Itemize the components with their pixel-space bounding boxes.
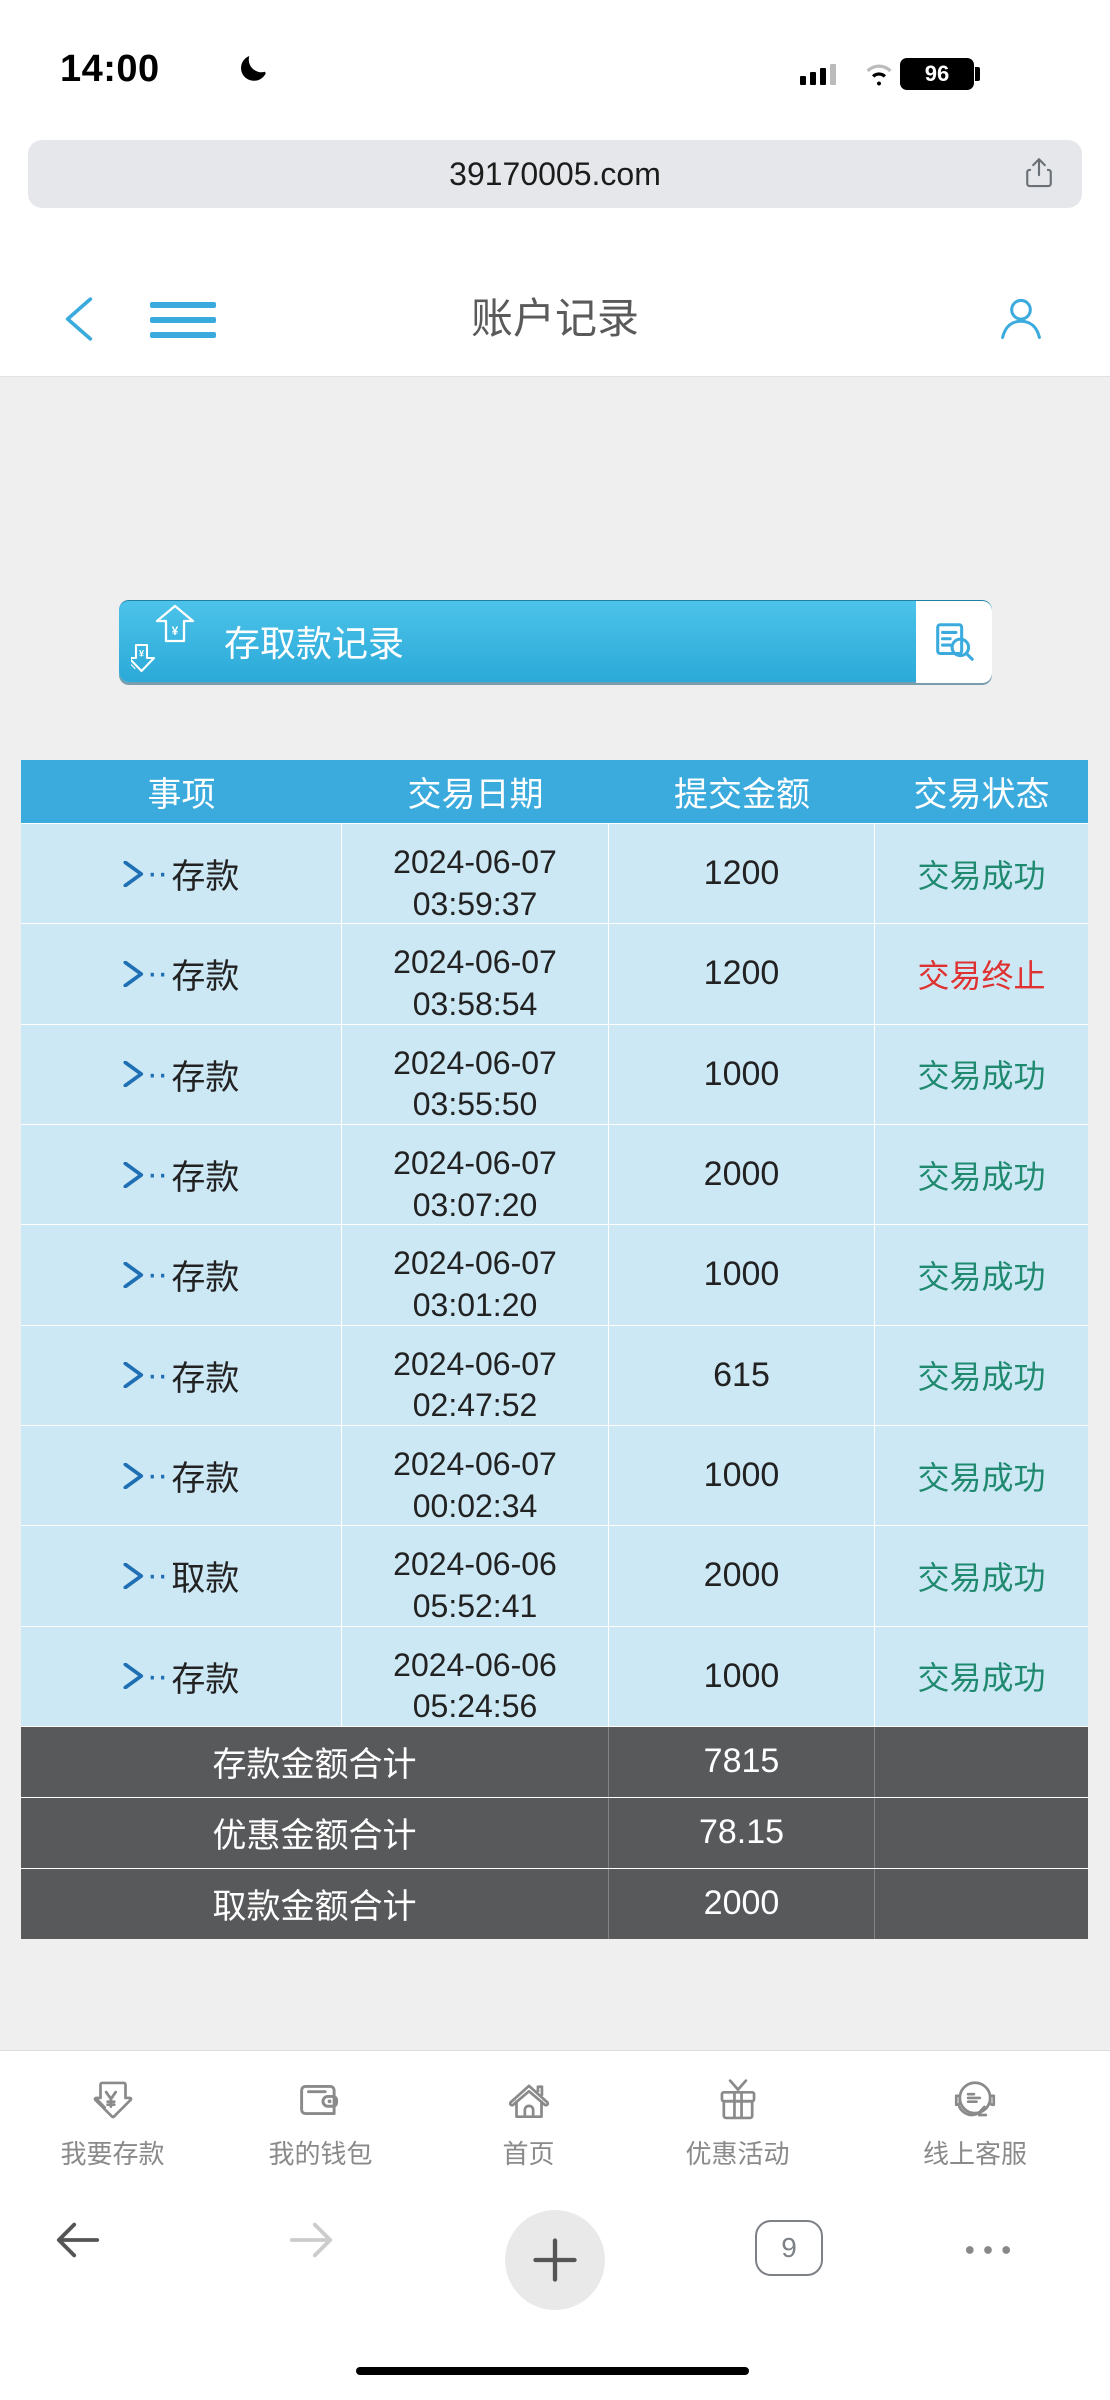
svg-text:¥: ¥ xyxy=(139,649,144,659)
svg-text:¥: ¥ xyxy=(172,626,179,638)
